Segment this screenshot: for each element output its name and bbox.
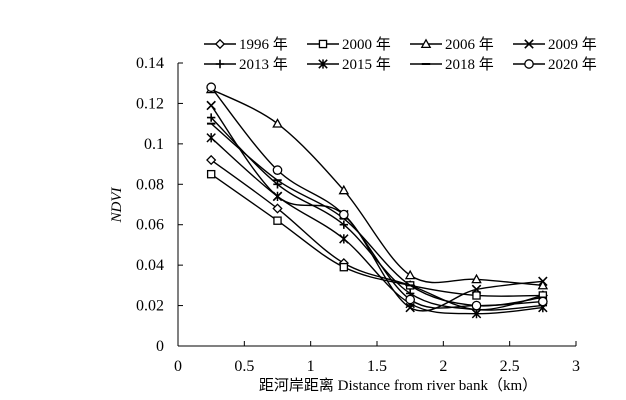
legend-label: 2006 年 [445, 36, 494, 53]
data-point [339, 234, 349, 244]
x-tick-label: 2 [439, 358, 447, 375]
legend-label: 2009 年 [548, 36, 597, 53]
x-tick-label: 3 [572, 358, 580, 375]
y-tick-label: 0.14 [136, 55, 164, 72]
y-tick-label: 0.02 [136, 298, 164, 315]
data-point [338, 209, 349, 220]
data-point [272, 118, 283, 128]
legend-entry: 2013 年 [204, 56, 288, 73]
data-point [206, 100, 216, 111]
legend-entry: 2006 年 [410, 36, 494, 53]
data-point [206, 169, 216, 179]
x-tick-label: 2.5 [500, 358, 520, 375]
legend-label: 2013 年 [239, 56, 288, 73]
series-2020 [206, 82, 548, 311]
legend-entry: 2015 年 [307, 56, 391, 73]
y-axis-title: NDVI [109, 187, 125, 224]
legend-entry: 1996 年 [204, 36, 288, 53]
legend-entry: 2018 年 [410, 56, 494, 73]
y-tick-label: 0 [156, 338, 164, 355]
legend-entry: 2000 年 [307, 36, 391, 53]
series-2000 [206, 169, 548, 300]
data-point [537, 279, 549, 290]
plot-area [205, 82, 549, 319]
legend-marker [215, 59, 225, 69]
series-line [210, 137, 543, 315]
legend-entry: 2020 年 [513, 56, 597, 73]
data-point [206, 82, 217, 93]
y-tick-label: 0.08 [136, 176, 164, 193]
data-point [471, 308, 482, 319]
data-point [471, 284, 482, 295]
legend-label: 2018 年 [445, 56, 494, 73]
series-2006 [205, 83, 549, 290]
data-point [537, 296, 548, 307]
series-line [210, 88, 543, 287]
legend-marker [524, 59, 534, 69]
data-point [338, 184, 350, 195]
axes: 0 0.02 0.04 0.06 0.08 0.1 0.12 0.14 0 0.5 1 1.5 2 2.5… [136, 55, 580, 375]
series-line [210, 173, 543, 297]
data-point [405, 294, 416, 305]
legend-marker [214, 38, 226, 50]
y-tick-label: 0.06 [136, 217, 164, 234]
data-point [272, 165, 283, 175]
legend-label: 2000 年 [342, 36, 391, 53]
legend: 1996 年 2000 年 2006 年 2009 年 2013 年 2015 年 2018… [204, 36, 597, 73]
data-point [272, 191, 283, 202]
legend-label: 1996 年 [239, 36, 288, 53]
x-tick-label: 1 [307, 358, 315, 375]
data-point [538, 276, 548, 287]
x-tick-label: 1.5 [367, 358, 387, 375]
legend-label: 2020 年 [548, 56, 597, 73]
series-2013 [206, 113, 548, 314]
data-point [472, 291, 481, 300]
x-axis-title: 距河岸距离 Distance from river bank（km） [259, 377, 537, 394]
data-point [471, 273, 482, 284]
data-point [206, 154, 217, 166]
legend-marker [420, 38, 432, 49]
x-tick-label: 0 [174, 358, 182, 375]
y-tick-label: 0.04 [136, 257, 164, 274]
x-tick-label: 0.5 [234, 358, 254, 375]
series-2015 [206, 133, 548, 319]
legend-entry: 2009 年 [513, 36, 597, 53]
y-tick-label: 0.12 [136, 95, 164, 112]
data-point [471, 300, 482, 311]
data-point [273, 180, 282, 189]
y-tick-label: 0.1 [144, 136, 164, 153]
legend-marker [318, 59, 328, 69]
data-point [404, 269, 416, 280]
legend-label: 2015 年 [342, 56, 391, 73]
legend-marker [524, 39, 534, 49]
data-point [339, 262, 349, 272]
data-point [272, 203, 283, 214]
data-point [206, 133, 216, 143]
series-line [210, 86, 543, 309]
data-point [339, 220, 349, 229]
data-point [206, 113, 216, 122]
data-point [273, 216, 282, 225]
legend-marker [318, 39, 328, 49]
